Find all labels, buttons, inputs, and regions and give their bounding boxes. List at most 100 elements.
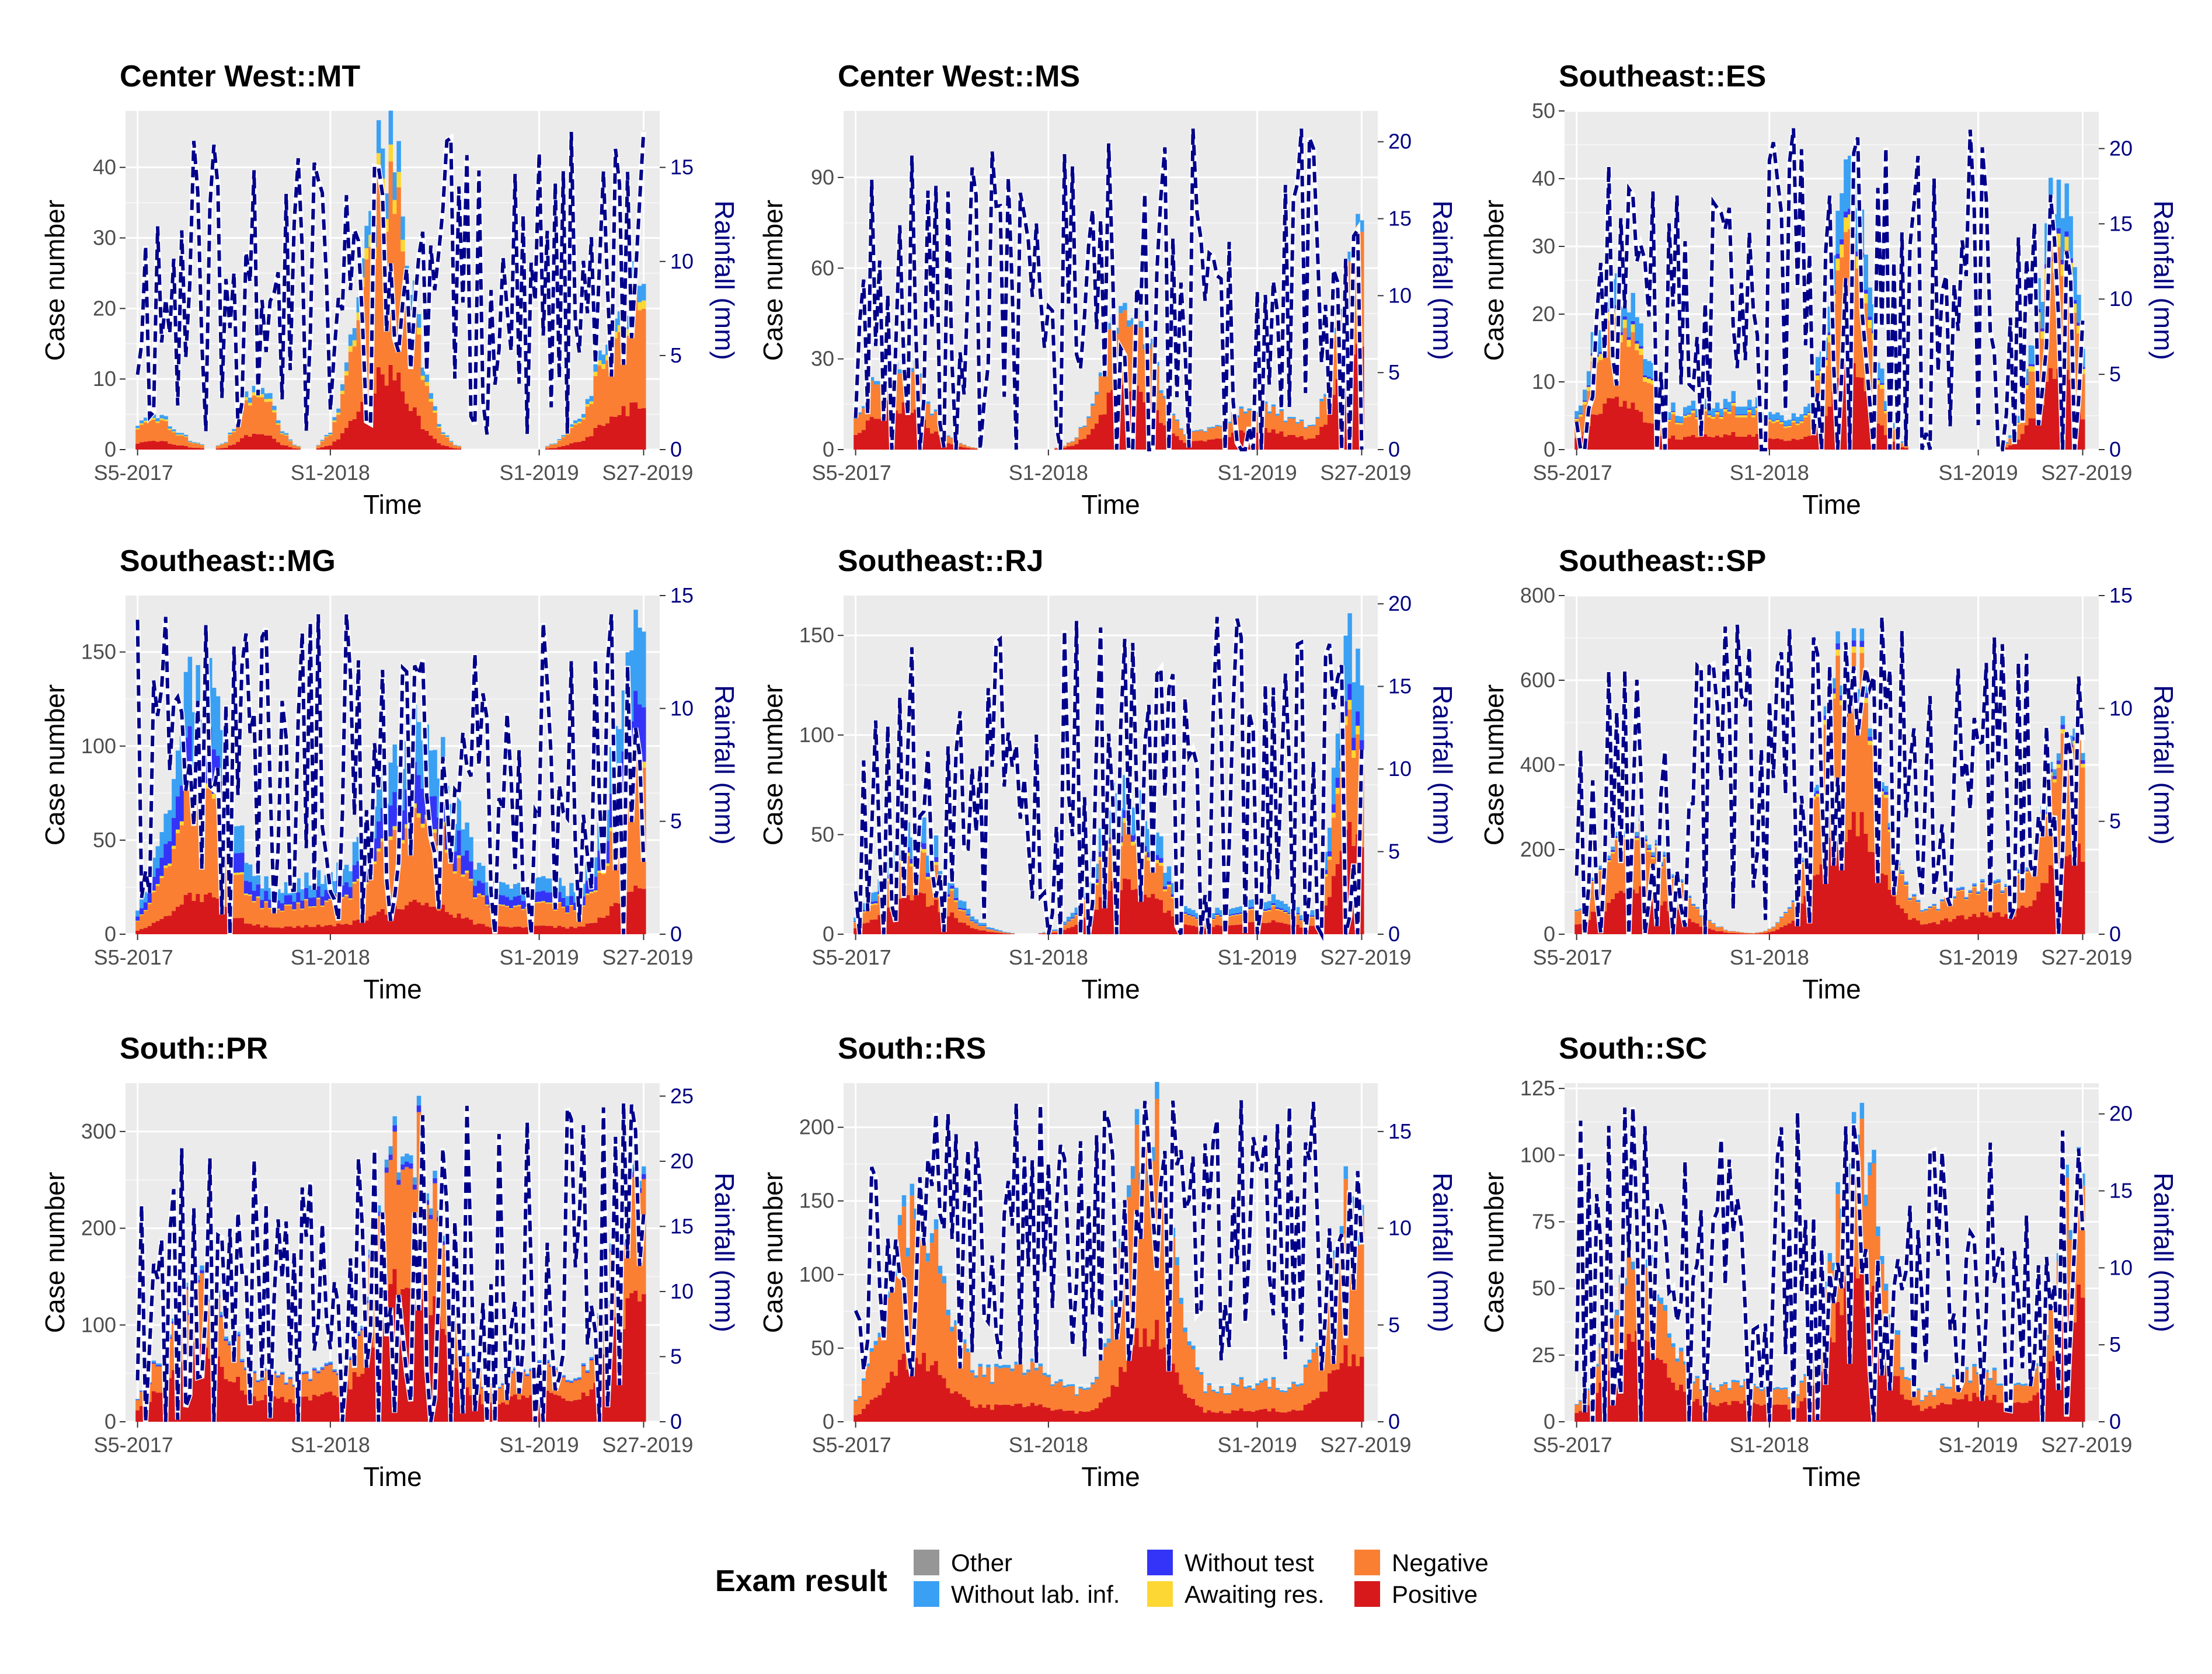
bar-segment bbox=[2000, 1383, 2005, 1386]
bar-segment bbox=[268, 888, 273, 900]
bar-segment bbox=[1727, 410, 1732, 412]
bar-segment bbox=[135, 428, 140, 430]
bar-segment bbox=[597, 360, 602, 366]
bar-segment bbox=[1944, 897, 1949, 918]
bar-segment bbox=[1082, 427, 1087, 439]
bar-segment bbox=[933, 835, 939, 857]
bar-segment bbox=[1066, 922, 1071, 928]
y-tick-label: 100 bbox=[799, 723, 834, 747]
bar-segment bbox=[469, 1370, 473, 1372]
bar-segment bbox=[324, 1366, 329, 1393]
bar-segment bbox=[1992, 1367, 1997, 1370]
bar-segment bbox=[1631, 1269, 1635, 1342]
bar-segment bbox=[1840, 695, 1844, 701]
bar-segment bbox=[1787, 419, 1792, 426]
bar-segment bbox=[1038, 1404, 1043, 1422]
bar-segment bbox=[324, 436, 329, 437]
bar-segment bbox=[1622, 316, 1628, 320]
bar-segment bbox=[1880, 791, 1884, 795]
bar-segment bbox=[1831, 831, 1836, 934]
bar-segment bbox=[1751, 1402, 1756, 1422]
x-axis-title: Time bbox=[1802, 974, 1861, 1004]
bar-segment bbox=[962, 910, 967, 911]
bar-segment bbox=[240, 874, 245, 918]
bar-segment bbox=[1699, 927, 1704, 934]
bar-segment bbox=[642, 761, 646, 768]
bar-segment bbox=[1868, 852, 1872, 934]
bar-segment bbox=[1275, 1388, 1280, 1390]
bar-segment bbox=[962, 1397, 967, 1422]
bar-segment bbox=[1940, 1385, 1945, 1403]
bar-segment bbox=[1799, 423, 1804, 439]
bar-segment bbox=[172, 911, 176, 934]
bar-segment bbox=[1643, 422, 1647, 450]
bar-segment bbox=[1650, 857, 1656, 859]
bar-segment bbox=[220, 1366, 225, 1422]
bar-segment bbox=[946, 882, 950, 895]
bar-segment bbox=[1944, 1404, 1949, 1422]
bar-segment bbox=[252, 1373, 257, 1397]
y2-axis-title: Rainfall (mm) bbox=[709, 200, 740, 360]
bar-segment bbox=[1166, 886, 1172, 911]
bar-segment bbox=[2081, 1186, 2085, 1298]
bar-segment bbox=[1635, 343, 1639, 350]
legend-title: Exam result bbox=[715, 1564, 887, 1598]
bar-segment bbox=[1187, 925, 1192, 934]
bar-segment bbox=[865, 923, 870, 934]
bar-segment bbox=[1331, 1250, 1336, 1259]
bar-segment bbox=[1851, 363, 1856, 450]
bar-segment bbox=[1904, 1379, 1908, 1400]
bar-segment bbox=[1791, 902, 1796, 903]
bar-segment bbox=[1924, 1396, 1929, 1409]
bar-segment bbox=[1283, 912, 1288, 913]
bar-segment bbox=[179, 445, 184, 450]
bar-segment bbox=[420, 367, 426, 376]
bar-segment bbox=[1827, 332, 1833, 336]
bar-segment bbox=[1896, 1330, 1901, 1335]
bar-segment bbox=[1006, 1365, 1011, 1368]
bar-segment bbox=[585, 895, 590, 924]
bar-segment bbox=[1614, 396, 1619, 450]
bar-segment bbox=[1074, 925, 1079, 934]
bar-segment bbox=[1062, 1387, 1067, 1411]
bar-segment bbox=[140, 914, 144, 916]
bar-segment bbox=[1199, 1374, 1204, 1407]
bar-segment bbox=[1267, 901, 1272, 909]
bar-segment bbox=[597, 917, 602, 934]
bar-segment bbox=[172, 431, 176, 433]
x-tick-label: S27-2019 bbox=[1320, 945, 1411, 969]
bar-segment bbox=[886, 875, 890, 879]
bar-segment bbox=[565, 1381, 570, 1401]
bar-segment bbox=[897, 1359, 903, 1422]
bar-segment bbox=[1727, 1405, 1732, 1422]
bar-segment bbox=[537, 891, 542, 902]
bar-segment bbox=[416, 328, 422, 335]
bar-segment bbox=[1771, 438, 1776, 450]
bar-segment bbox=[1831, 688, 1836, 694]
bar-segment bbox=[1094, 1377, 1099, 1379]
bar-segment bbox=[1287, 434, 1292, 450]
bar-segment bbox=[280, 431, 285, 433]
bar-segment bbox=[565, 906, 570, 913]
bar-segment bbox=[537, 902, 542, 903]
bar-segment bbox=[1924, 1408, 1929, 1422]
bar-segment bbox=[1159, 1192, 1164, 1349]
bar-segment bbox=[1215, 424, 1220, 426]
bar-segment bbox=[1880, 794, 1884, 873]
bar-segment bbox=[1618, 890, 1624, 934]
bar-segment bbox=[1603, 911, 1607, 934]
bar-segment bbox=[292, 890, 297, 902]
bar-segment bbox=[316, 886, 321, 898]
bar-segment bbox=[1598, 869, 1603, 871]
bar-segment bbox=[248, 924, 253, 934]
bar-segment bbox=[1980, 912, 1985, 934]
bar-segment bbox=[2049, 761, 2053, 769]
bar-segment bbox=[135, 1398, 140, 1400]
bar-segment bbox=[360, 258, 365, 278]
bar-segment bbox=[601, 917, 606, 934]
bar-segment bbox=[1803, 1376, 1808, 1398]
bar-segment bbox=[1643, 375, 1647, 378]
bar-segment bbox=[304, 888, 309, 899]
bar-segment bbox=[1924, 911, 1929, 924]
y-tick-label: 200 bbox=[81, 1216, 116, 1240]
